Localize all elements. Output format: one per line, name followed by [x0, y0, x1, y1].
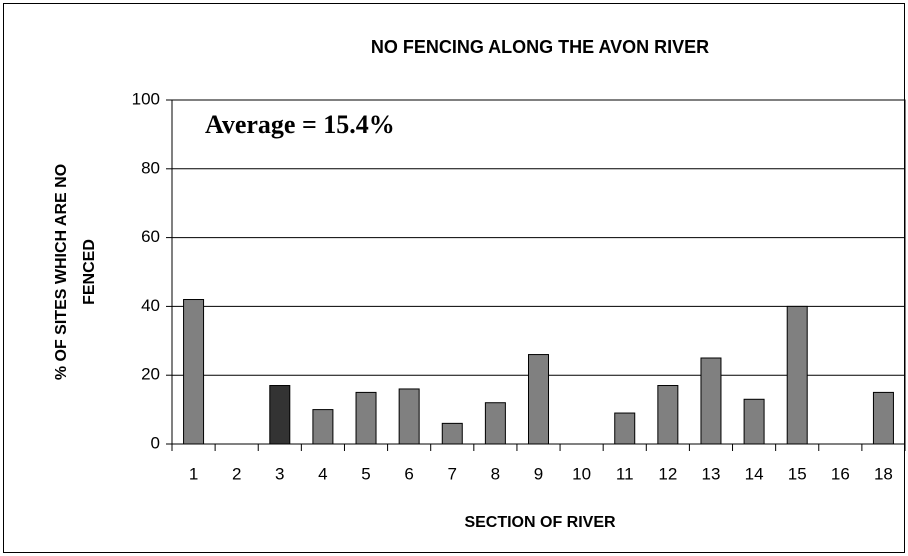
bar	[700, 357, 722, 445]
x-tick-label: 4	[318, 464, 327, 483]
x-tick-label: 3	[275, 464, 284, 483]
y-tick-label: 60	[141, 227, 160, 246]
bar	[786, 305, 808, 445]
bar	[528, 354, 549, 445]
x-tick-label: 16	[831, 464, 850, 483]
x-tick-label: 18	[874, 464, 893, 483]
x-tick-label: 8	[491, 464, 500, 483]
bar	[743, 398, 765, 445]
bar	[614, 412, 636, 445]
x-tick-label: 10	[572, 464, 591, 483]
x-tick-label: 14	[745, 464, 764, 483]
y-tick-label: 0	[151, 433, 160, 452]
y-tick-label: 40	[141, 296, 160, 315]
y-tick-label: 20	[141, 365, 160, 384]
bar	[657, 385, 679, 445]
bar	[398, 388, 420, 445]
x-axis-label: SECTION OF RIVER	[464, 514, 616, 531]
bar	[355, 391, 377, 445]
bar	[269, 385, 291, 445]
x-tick-label: 11	[616, 464, 634, 483]
chart-border	[3, 3, 905, 553]
y-axis-label: FENCED	[81, 239, 98, 305]
x-tick-label: 2	[232, 464, 241, 483]
y-axis-label: % OF SITES WHICH ARE NO	[53, 164, 70, 380]
x-tick-label: 5	[361, 464, 370, 483]
bar	[872, 391, 894, 445]
bar	[312, 409, 334, 445]
bar	[441, 422, 463, 445]
y-tick-label: 100	[132, 89, 160, 108]
bar	[484, 402, 506, 445]
x-tick-label: 1	[189, 464, 198, 483]
annotation: Average = 15.4%	[205, 110, 395, 139]
x-tick-label: 6	[404, 464, 413, 483]
x-tick-label: 7	[448, 464, 457, 483]
bar	[183, 299, 205, 445]
chart-title: NO FENCING ALONG THE AVON RIVER	[371, 37, 709, 57]
x-tick-label: 15	[788, 464, 807, 483]
x-tick-label: 13	[702, 464, 721, 483]
y-tick-label: 80	[141, 158, 160, 177]
x-tick-label: 12	[658, 464, 677, 483]
x-tick-label: 9	[534, 464, 543, 483]
